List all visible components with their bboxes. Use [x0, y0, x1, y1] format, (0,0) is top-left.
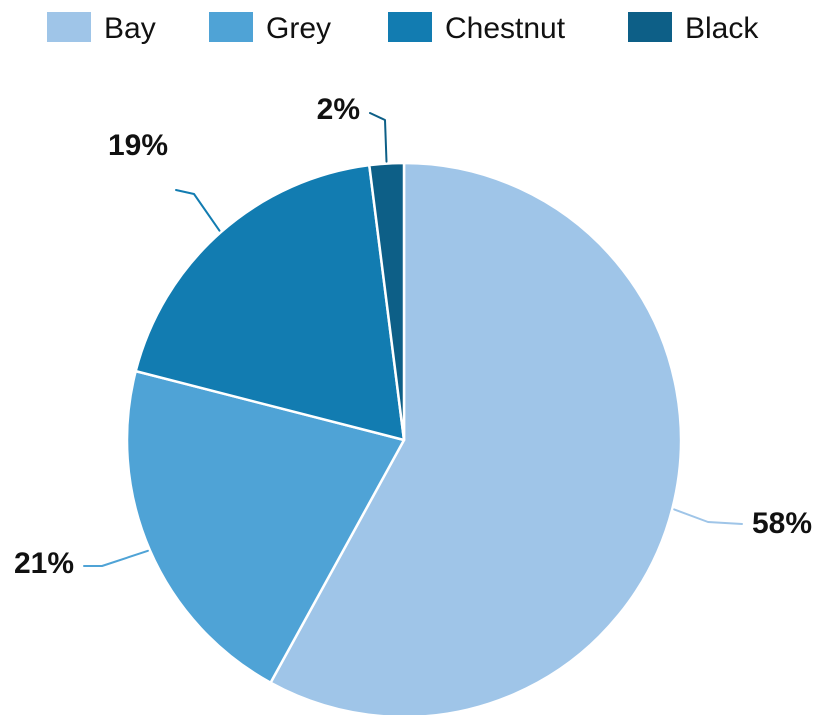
pie-slice-grey	[125, 369, 406, 684]
legend-label-chestnut: Chestnut	[445, 12, 566, 45]
pie-slice-black	[368, 161, 406, 442]
percent-labels: 58% 21% 19% 2%	[14, 93, 812, 580]
pie-slice-chestnut	[134, 163, 406, 442]
leader-line-black	[369, 112, 388, 163]
percent-label-bay: 58%	[752, 507, 812, 540]
percent-label-chestnut: 19%	[108, 129, 168, 162]
legend-label-bay: Bay	[104, 12, 156, 45]
leader-line-chestnut	[175, 189, 221, 232]
legend-swatch-bay	[47, 12, 91, 42]
legend-swatch-chestnut	[388, 12, 432, 42]
leader-line-grey	[83, 549, 149, 567]
legend: Bay Grey Chestnut Black	[47, 12, 759, 45]
pie-slice-bay	[269, 161, 683, 715]
percent-label-black: 2%	[317, 93, 360, 126]
legend-swatch-grey	[209, 12, 253, 42]
leader-lines	[83, 112, 743, 567]
percent-label-grey: 21%	[14, 547, 74, 580]
legend-label-black: Black	[685, 12, 759, 45]
leader-line-bay	[673, 508, 743, 525]
pie-slices	[125, 161, 683, 715]
legend-label-grey: Grey	[266, 12, 331, 45]
legend-swatch-black	[628, 12, 672, 42]
